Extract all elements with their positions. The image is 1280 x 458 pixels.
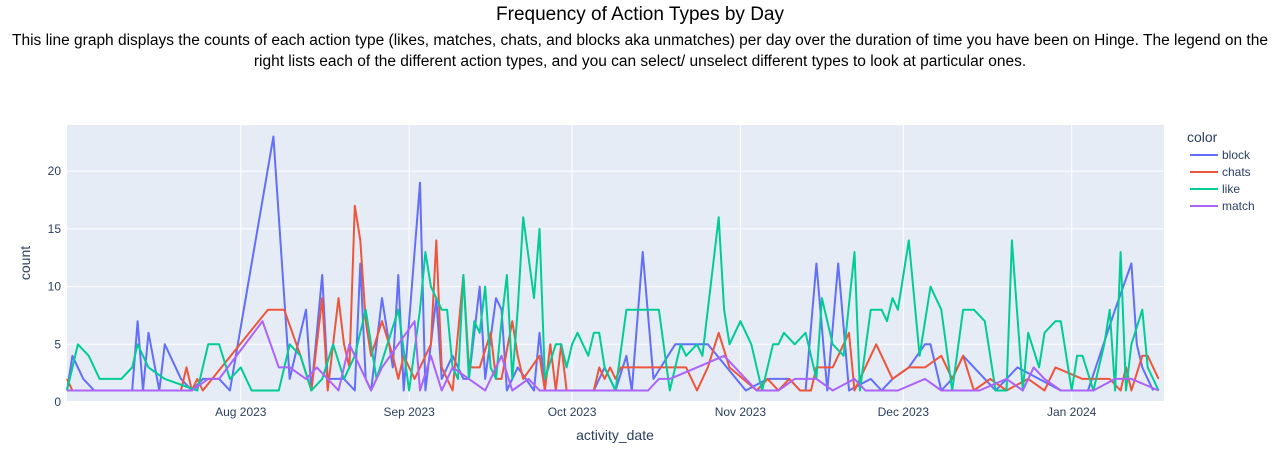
chart-title: Frequency of Action Types by Day xyxy=(496,4,784,25)
y-tick-label: 10 xyxy=(48,280,62,294)
legend-label: match xyxy=(1222,199,1255,213)
y-axis-ticks: 0 5 10 15 20 xyxy=(48,164,62,409)
legend-item-match[interactable]: match xyxy=(1190,199,1255,213)
legend-label: block xyxy=(1222,148,1251,162)
x-axis-ticks: Aug 2023 Sep 2023 Oct 2023 Nov 2023 Dec 2023… xyxy=(215,405,1097,419)
legend-label: like xyxy=(1222,182,1240,196)
legend-title: color xyxy=(1187,129,1218,145)
series-layer xyxy=(66,135,1160,392)
y-tick-label: 0 xyxy=(54,395,61,409)
series-line-block xyxy=(66,135,1155,392)
x-tick-label: Nov 2023 xyxy=(715,405,767,419)
y-tick-label: 20 xyxy=(48,164,62,178)
series-line-match xyxy=(67,320,1159,392)
chart-subtitle: This line graph displays the counts of e… xyxy=(12,32,1268,70)
grid-lines xyxy=(67,125,1164,403)
y-tick-label: 5 xyxy=(54,337,61,351)
x-tick-label: Oct 2023 xyxy=(548,405,597,419)
legend-items: block chats like match xyxy=(1190,148,1255,213)
y-axis-title: count xyxy=(17,246,33,280)
legend-item-like[interactable]: like xyxy=(1190,182,1240,196)
x-tick-label: Sep 2023 xyxy=(383,405,435,419)
x-tick-label: Dec 2023 xyxy=(878,405,930,419)
legend: color block chats like match xyxy=(1187,129,1255,213)
x-tick-label: Jan 2024 xyxy=(1047,405,1097,419)
legend-item-chats[interactable]: chats xyxy=(1190,165,1251,179)
y-tick-label: 15 xyxy=(48,222,62,236)
legend-label: chats xyxy=(1222,165,1251,179)
legend-item-block[interactable]: block xyxy=(1190,148,1251,162)
plot-area xyxy=(67,125,1164,402)
x-tick-label: Aug 2023 xyxy=(215,405,267,419)
x-axis-title: activity_date xyxy=(576,427,654,443)
